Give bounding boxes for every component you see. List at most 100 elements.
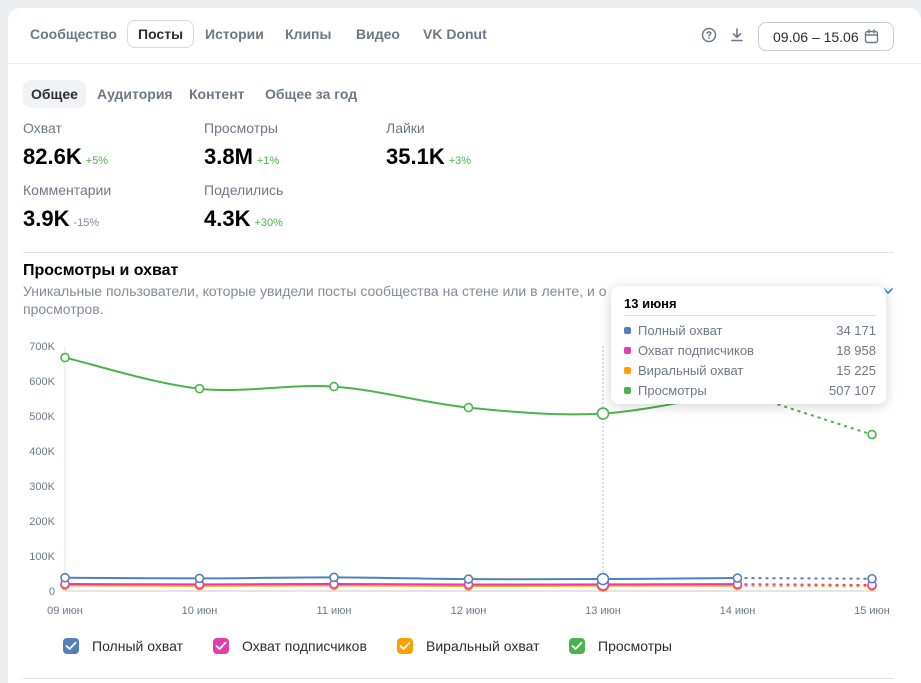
series-line (64, 356, 738, 416)
x-tick-label: 09 июн (47, 605, 83, 617)
metric-label: Охват (23, 120, 62, 136)
series-forecast-segment (737, 583, 873, 587)
tab-posts[interactable]: Посты (127, 20, 195, 48)
metric-label: Комментарии (23, 182, 112, 198)
data-point[interactable] (867, 573, 877, 584)
data-point[interactable] (596, 572, 610, 586)
tooltip-title: 13 июня (624, 296, 677, 311)
tab-community[interactable]: Сообщество (30, 26, 117, 42)
data-point[interactable] (732, 573, 743, 583)
tooltip-series-name: Просмотры (638, 383, 707, 398)
y-tick-label: 400K (29, 446, 55, 458)
data-point[interactable] (596, 407, 610, 420)
legend-label: Виральный охват (426, 638, 540, 654)
y-tick-label: 500K (29, 411, 55, 423)
chart-tooltip: 13 июня Полный охват 34 171 Охват подпис… (611, 286, 886, 404)
data-point[interactable] (329, 381, 339, 392)
series-line (64, 582, 738, 586)
tab-stories[interactable]: Истории (205, 26, 264, 42)
metric-label: Просмотры (204, 120, 278, 136)
tooltip-series-value: 34 171 (836, 323, 876, 338)
legend-label: Просмотры (598, 638, 672, 654)
section-divider (23, 252, 894, 253)
data-point[interactable] (463, 574, 474, 584)
tab-video[interactable]: Видео (356, 26, 400, 42)
y-tick-label: 700K (29, 341, 55, 353)
series-line (64, 576, 738, 581)
chart-axes: 0 100K 200K 300K 400K 500K 600K 700K 09 июн 10 ию… (29, 341, 890, 617)
data-point[interactable] (867, 429, 877, 440)
checkbox-checked-icon (213, 638, 229, 654)
chart-lines (64, 356, 873, 588)
metric-change: +30% (254, 217, 283, 229)
x-tick-label: 11 июн (317, 605, 352, 617)
metric-change: +1% (256, 155, 280, 167)
metric-value: 3.9K (23, 206, 70, 231)
tab-clips[interactable]: Клипы (285, 26, 332, 42)
data-point[interactable] (329, 572, 339, 583)
metric-comments: Комментарии 3.9K -15% (23, 182, 111, 232)
chart-points (60, 352, 877, 592)
x-tick-label: 10 июн (182, 605, 218, 617)
download-icon[interactable] (728, 26, 746, 44)
metric-likes: Лайки 35.1K +3% (386, 120, 471, 170)
checkbox-checked-icon (569, 638, 585, 654)
series-line (64, 584, 738, 587)
chart-description-line2: просмотров. (23, 301, 104, 317)
stats-card: Сообщество Посты Истории Клипы Видео VK … (8, 8, 921, 683)
subtab-year[interactable]: Общее за год (265, 86, 358, 102)
data-point[interactable] (194, 383, 205, 394)
tooltip-row: Просмотры 507 107 (624, 382, 876, 400)
data-point[interactable] (194, 573, 205, 584)
series-dot (624, 327, 631, 334)
tooltip-row: Полный охват 34 171 (624, 322, 876, 340)
metric-value: 3.8M (204, 144, 253, 169)
series-dot (624, 347, 631, 354)
metric-change: -15% (73, 217, 100, 229)
metric-reach: Охват 82.6K +5% (23, 120, 108, 170)
legend-label: Охват подписчиков (242, 638, 367, 654)
stats-top-bar: Сообщество Посты Истории Клипы Видео VK … (8, 8, 921, 64)
y-tick-label: 600K (29, 376, 55, 388)
metric-label: Лайки (386, 120, 425, 136)
legend-label: Полный охват (92, 638, 184, 654)
data-point[interactable] (463, 402, 474, 413)
y-tick-label: 100K (29, 551, 55, 563)
x-tick-label: 12 июн (451, 605, 487, 617)
chart-description-line1: Уникальные пользователи, которые увидели… (23, 283, 607, 299)
series-dot (624, 387, 631, 394)
metric-value: 35.1K (386, 144, 445, 169)
subtab-general[interactable]: Общее (23, 80, 86, 108)
date-range-text: 09.06 – 15.06 (773, 29, 859, 45)
tooltip-series-name: Охват подписчиков (638, 343, 754, 358)
tooltip-series-name: Виральный охват (638, 363, 744, 378)
tab-vk-donut[interactable]: VK Donut (423, 26, 487, 42)
tooltip-series-value: 15 225 (836, 363, 876, 378)
series-dot (624, 367, 631, 374)
calendar-icon (864, 29, 879, 44)
series-forecast-segment (737, 577, 873, 580)
metric-label: Поделились (204, 182, 284, 198)
bottom-divider (23, 678, 894, 679)
metric-value: 82.6K (23, 144, 82, 169)
tooltip-row: Охват подписчиков 18 958 (624, 342, 876, 360)
date-range-picker[interactable]: 09.06 – 15.06 (758, 22, 894, 51)
help-icon[interactable] (700, 26, 718, 44)
y-tick-label: 200K (29, 516, 55, 528)
subtab-audience[interactable]: Аудитория (97, 86, 173, 102)
subtab-content[interactable]: Контент (189, 86, 245, 102)
y-tick-label: 0 (49, 586, 55, 598)
metric-change: +5% (85, 155, 109, 167)
tooltip-series-value: 18 958 (836, 343, 876, 358)
tooltip-separator (624, 315, 876, 316)
metric-shares: Поделились 4.3K +30% (204, 182, 283, 232)
x-tick-label: 14 июн (720, 605, 756, 617)
data-point[interactable] (60, 572, 70, 583)
tooltip-series-name: Полный охват (638, 323, 723, 338)
checkbox-checked-icon (397, 638, 413, 654)
chart-description: Уникальные пользователи, которые увидели… (23, 282, 623, 318)
views-reach-chart: 0 100K 200K 300K 400K 500K 600K 700K 09 июн 10 ию… (29, 341, 890, 617)
x-tick-label: 13 июн (585, 605, 621, 617)
series-forecast-segment (737, 584, 873, 588)
data-point[interactable] (60, 352, 70, 363)
